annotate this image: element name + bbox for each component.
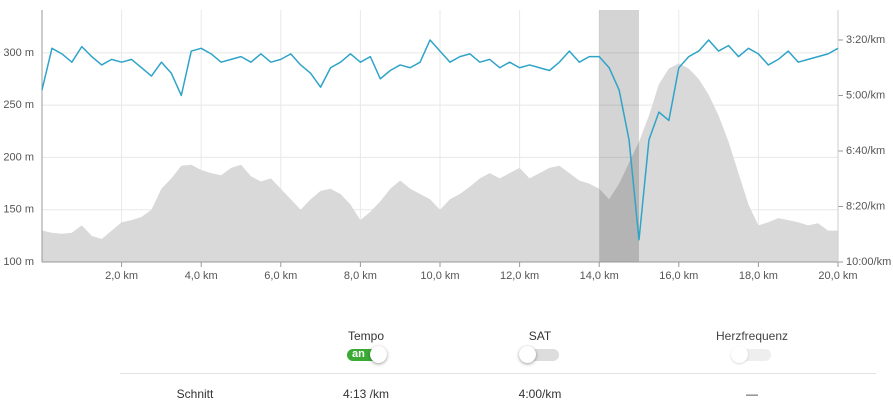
x-tick-label: 2,0 km <box>105 270 138 282</box>
pace-line <box>41 39 839 241</box>
y2-tick-label: 3:20/km <box>846 34 885 46</box>
elevation-area <box>42 63 838 262</box>
divider <box>120 373 876 374</box>
x-tick-label: 8,0 km <box>344 270 377 282</box>
legend-label: SAT <box>528 329 552 343</box>
x-tick-label: 20,0 km <box>818 270 857 282</box>
y2-tick-label: 5:00/km <box>846 89 885 101</box>
y-tick-label: 250 m <box>3 99 34 111</box>
y-tick-label: 150 m <box>3 204 34 216</box>
x-tick-label: 14,0 km <box>580 270 619 282</box>
summary-value: 4:00/km <box>518 387 562 401</box>
toggle[interactable] <box>519 346 559 363</box>
y2-tick-label: 6:40/km <box>846 145 885 157</box>
toggle-state: an <box>352 348 365 360</box>
toggle[interactable]: an <box>347 346 387 363</box>
summary-value: — <box>746 387 758 401</box>
x-tick-label: 10,0 km <box>420 270 459 282</box>
highlight-range <box>599 10 639 262</box>
x-tick-label: 12,0 km <box>500 270 539 282</box>
toggle-knob <box>519 346 536 363</box>
x-tick-label: 6,0 km <box>264 270 297 282</box>
toggle-knob <box>370 346 387 363</box>
summary-label: Schnitt <box>176 387 214 401</box>
toggle-knob <box>731 346 748 363</box>
legend-label: Tempo <box>347 329 385 343</box>
y-tick-label: 100 m <box>3 256 34 268</box>
toggle <box>731 346 771 363</box>
x-tick-label: 16,0 km <box>659 270 698 282</box>
y2-tick-label: 8:20/km <box>846 200 885 212</box>
y-tick-label: 300 m <box>3 47 34 59</box>
summary-value: 4:13 /km <box>342 387 390 401</box>
y-tick-label: 200 m <box>3 151 34 163</box>
x-tick-label: 4,0 km <box>185 270 218 282</box>
legend-label: Herzfrequenz <box>715 329 789 343</box>
y2-tick-label: 10:00/km <box>846 256 891 268</box>
x-tick-label: 18,0 km <box>739 270 778 282</box>
chart: 100 m 150 m 200 m 250 m 300 m 2,0 km 4,0 km 6,0… <box>3 10 891 282</box>
